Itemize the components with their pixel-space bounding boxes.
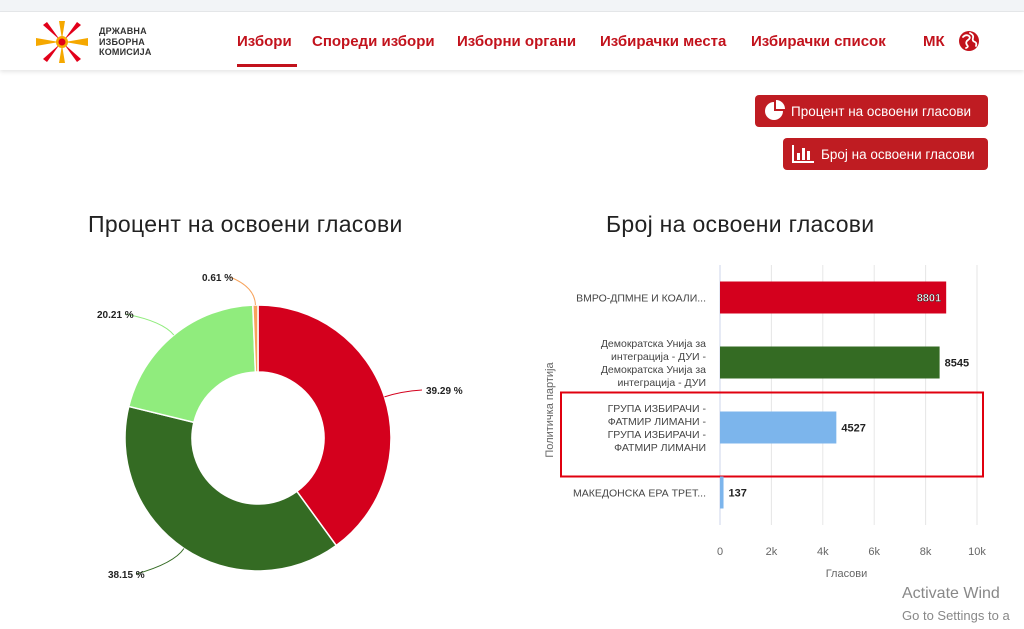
bar-value-label: 4527: [841, 423, 865, 435]
bar-chart: 0 2k 4k 6k 8k 10k 8801 ВМРО-ДПМНЕ И КОАЛИ... 854…: [544, 265, 986, 580]
bar-category-label: ГРУПА ИЗБИРАЧИ -: [608, 403, 707, 415]
bar[interactable]: [720, 281, 947, 314]
donut-connector-line: [229, 276, 256, 306]
bar[interactable]: [720, 411, 837, 444]
nav-izbiracki-spisok[interactable]: Избирачки список: [751, 33, 886, 50]
macedonia-sun-logo-icon: [36, 21, 88, 63]
donut-slice[interactable]: [127, 304, 257, 424]
bar-x-tick-label: 4k: [817, 546, 829, 558]
bar-value-label: 8801: [917, 293, 941, 305]
bar-category-label: интеграција - ДУИ -: [611, 351, 706, 363]
logo[interactable]: ДРЖАВНА ИЗБОРНА КОМИСИЈА: [34, 20, 164, 64]
bar-chart-icon: [792, 145, 814, 163]
percent-votes-button-label: Процент на освоени гласови: [791, 103, 972, 119]
nav-izbori[interactable]: Избори: [237, 33, 292, 50]
count-votes-button[interactable]: Број на освоени гласови: [783, 138, 988, 170]
nav-sporedi-izbori[interactable]: Спореди избори: [312, 33, 435, 50]
bar-chart-title: Број на освоени гласови: [606, 211, 875, 237]
bar-x-tick-label: 10k: [968, 546, 986, 558]
donut-data-label: 0.61 %: [202, 273, 233, 284]
browser-top-strip: [0, 0, 1024, 12]
bar-category-label: интеграција - ДУИ: [617, 377, 706, 389]
activate-windows-subtitle: Go to Settings to a: [902, 608, 1010, 623]
bar-value-label: 8545: [945, 358, 969, 370]
donut-connector-line: [135, 548, 185, 575]
nav-izborni-organi[interactable]: Изборни органи: [457, 33, 577, 50]
bar-category-label: Демократска Унија за: [601, 364, 706, 376]
donut-data-label: 20.21 %: [97, 310, 134, 321]
percent-votes-button[interactable]: Процент на освоени гласови: [755, 95, 988, 127]
bar-category-label: ВМРО-ДПМНЕ И КОАЛИ...: [576, 293, 706, 305]
nav-active-indicator: [237, 64, 297, 67]
donut-chart-title: Процент на освоени гласови: [88, 211, 403, 237]
bar-category-label: МАКЕДОНСКА ЕРА ТРЕТ...: [573, 488, 706, 500]
bar-category-label: ГРУПА ИЗБИРАЧИ -: [608, 429, 707, 441]
logo-text: ДРЖАВНА ИЗБОРНА КОМИСИЈА: [99, 26, 152, 57]
bar[interactable]: [720, 346, 940, 379]
donut-data-label: 39.29 %: [426, 386, 463, 397]
bar-x-tick-label: 2k: [766, 546, 778, 558]
bar-y-axis-title: Политичка партија: [544, 362, 556, 458]
bar-category-label: Демократска Унија за: [601, 338, 706, 350]
bar-category-label: ФАТМИР ЛИМАНИ: [614, 442, 706, 454]
language-selector[interactable]: МК: [923, 33, 945, 50]
activate-windows-title: Activate Wind: [902, 585, 1000, 602]
count-votes-button-label: Број на освоени гласови: [821, 146, 975, 162]
site-header: ДРЖАВНА ИЗБОРНА КОМИСИЈА Избори Спореди …: [0, 12, 1024, 70]
pie-chart-icon: [765, 100, 785, 120]
donut-data-label: 38.15 %: [108, 570, 145, 581]
donut-connector-line: [124, 313, 175, 336]
donut-chart: 39.29 % 38.15 % 20.21 % 0.61 %: [97, 273, 463, 581]
bar-x-tick-label: 8k: [920, 546, 932, 558]
bar[interactable]: [720, 476, 724, 509]
highlight-box: [560, 391, 984, 478]
nav-izbiracki-mesta[interactable]: Избирачки места: [600, 33, 727, 50]
bar-x-tick-label: 0: [717, 546, 723, 558]
bar-value-label: 137: [729, 488, 747, 500]
donut-connector-line: [384, 389, 423, 398]
globe-icon[interactable]: [957, 29, 981, 53]
bar-x-axis-title: Гласови: [826, 568, 868, 580]
donut-slice[interactable]: [252, 304, 259, 373]
bar-category-label: ФАТМИР ЛИМАНИ -: [608, 416, 707, 428]
donut-slice[interactable]: [257, 304, 392, 547]
bar-x-tick-label: 6k: [868, 546, 880, 558]
donut-slice[interactable]: [124, 405, 338, 572]
